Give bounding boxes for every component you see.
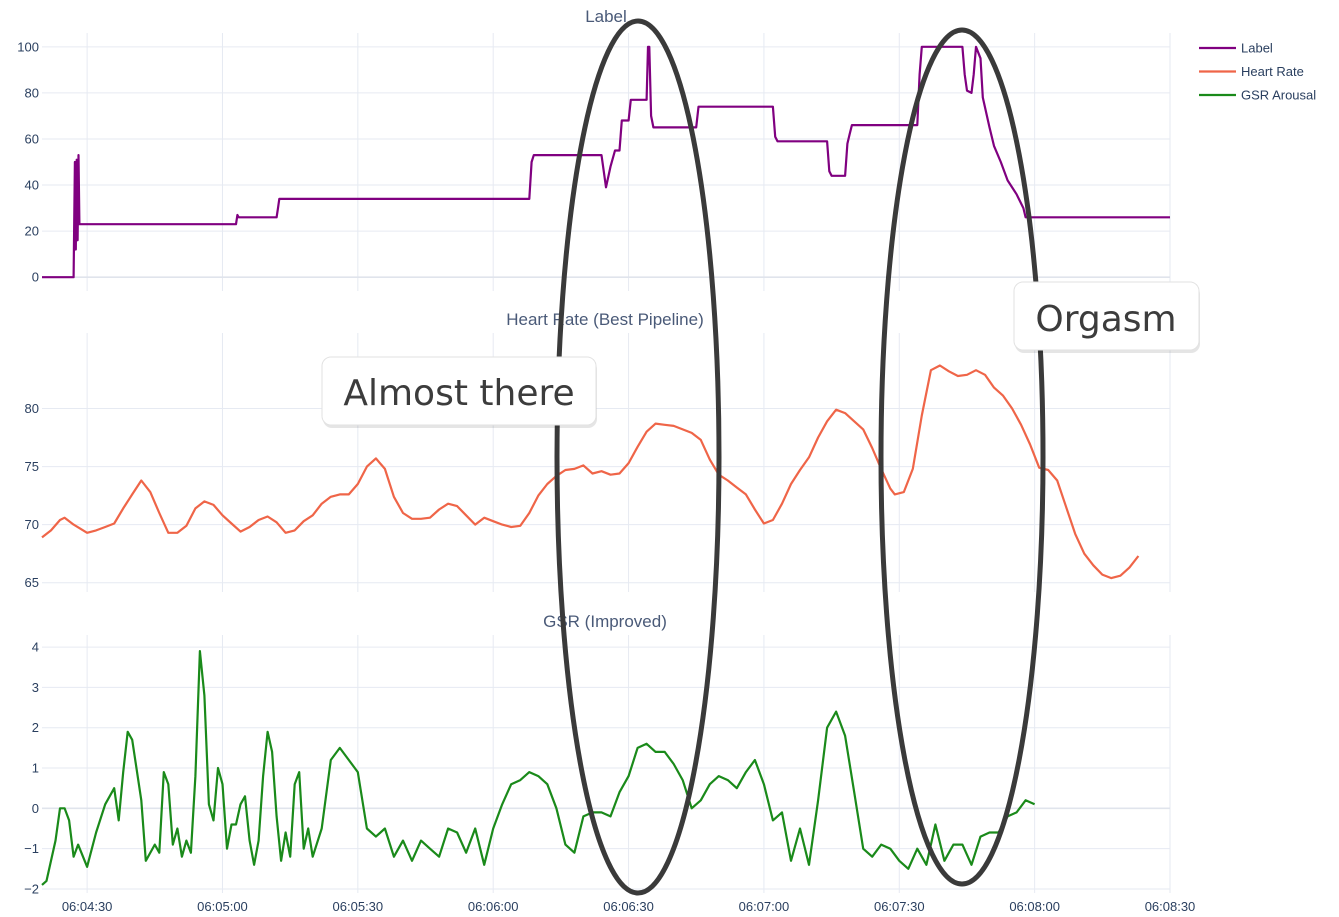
x-tick-label: 06:05:30: [333, 899, 384, 914]
x-tick-label: 06:06:30: [603, 899, 654, 914]
legend: Label Heart Rate GSR Arousal: [1199, 41, 1316, 103]
x-tick-label: 06:07:30: [874, 899, 925, 914]
y-tick-label: −1: [24, 841, 39, 856]
y-tick-label: 2: [32, 720, 39, 735]
legend-label: Label: [1241, 41, 1273, 56]
y-tick-label: 65: [25, 575, 39, 590]
y-tick-label: 1: [32, 761, 39, 776]
y-tick-label: 0: [32, 801, 39, 816]
legend-item[interactable]: GSR Arousal: [1199, 88, 1316, 103]
y-tick-label: −2: [24, 881, 39, 896]
y-tick-label: 80: [25, 85, 39, 100]
y-tick-label: 75: [25, 459, 39, 474]
y-tick-label: 3: [32, 680, 39, 695]
y-tick-label: 4: [32, 640, 39, 655]
panel-2: 65 70 75 80 Heart Rate (Best Pipeline): [25, 310, 1171, 592]
panel-1: 0 20 40 60 80 100 Label: [17, 7, 1171, 291]
series-line-2: [41, 364, 1140, 580]
y-tick-label: 70: [25, 517, 39, 532]
legend-label: Heart Rate: [1241, 64, 1304, 79]
y-tick-label: 0: [32, 270, 39, 285]
callout-box: Almost there: [321, 356, 597, 428]
x-tick-label: 06:08:30: [1145, 899, 1196, 914]
y-tick-label: 40: [25, 178, 39, 193]
x-tick-label: 06:06:00: [468, 899, 519, 914]
panel-title: Heart Rate (Best Pipeline): [506, 310, 703, 329]
y-tick-label: 100: [17, 39, 39, 54]
highlight-ellipse: [878, 27, 1046, 887]
y-tick-label: 60: [25, 131, 39, 146]
callout-text: Almost there: [343, 373, 574, 414]
x-tick-label: 06:07:00: [739, 899, 790, 914]
y-tick-label: 80: [25, 401, 39, 416]
x-axis: 06:04:30 06:05:00 06:05:30 06:06:00 06:06:30…: [62, 899, 1195, 914]
series-line-3: [41, 650, 1036, 886]
y-tick-label: 20: [25, 224, 39, 239]
highlight-ellipse: [554, 18, 722, 896]
legend-label: GSR Arousal: [1241, 88, 1316, 103]
panel-title: Label: [585, 7, 627, 26]
x-tick-label: 06:04:30: [62, 899, 113, 914]
series-line-1: [42, 45, 1170, 279]
legend-item[interactable]: Heart Rate: [1199, 64, 1304, 79]
panel-3: −2 −1 0 1 2 3 4 GSR (Improved): [24, 612, 1171, 896]
legend-item[interactable]: Label: [1199, 41, 1273, 56]
callout-box: Orgasm: [1013, 281, 1200, 353]
panel-title: GSR (Improved): [543, 612, 667, 631]
x-tick-label: 06:05:00: [197, 899, 248, 914]
x-tick-label: 06:08:00: [1009, 899, 1060, 914]
callout-text: Orgasm: [1035, 299, 1176, 340]
